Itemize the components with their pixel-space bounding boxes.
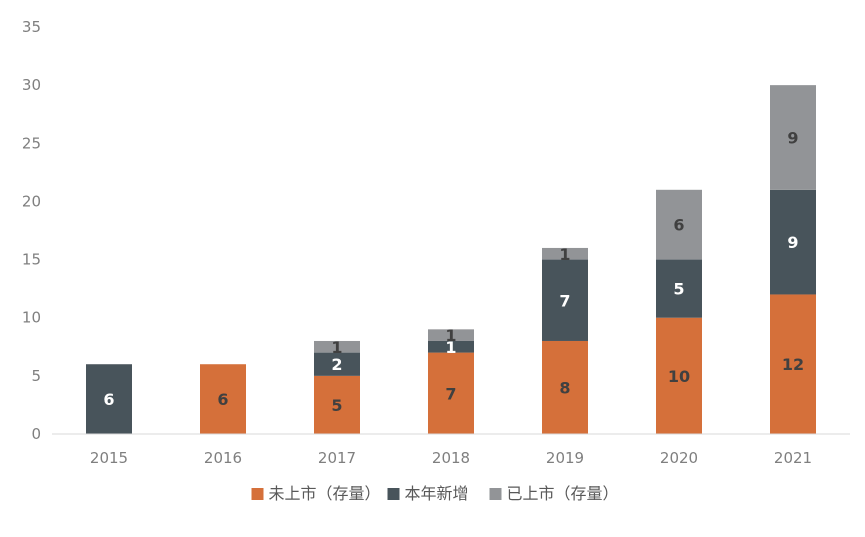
bar-segment: [314, 340, 360, 353]
x-axis-ticks: 2015 2016 2017 2018 2019 2020 2021: [90, 449, 812, 467]
data-label: 1: [331, 338, 342, 357]
bar-segment: [542, 340, 588, 434]
bar-segment: [428, 352, 474, 434]
bar-segment: [656, 189, 702, 260]
bar-segment: [656, 259, 702, 318]
data-label: 6: [217, 390, 228, 409]
bar-segment: [542, 247, 588, 260]
y-tick-label: 10: [22, 309, 41, 327]
data-label: 1: [445, 338, 456, 357]
bar-segment: [770, 294, 816, 434]
bar-segment: [86, 364, 132, 434]
data-label: 5: [673, 280, 684, 299]
data-label: 5: [331, 396, 342, 415]
bar-segment: [656, 317, 702, 434]
y-tick-label: 30: [22, 76, 41, 94]
y-axis-ticks: 0 5 10 15 20 25 30 35: [22, 18, 41, 443]
x-tick-label: 2016: [204, 449, 242, 467]
data-label: 12: [782, 355, 804, 374]
legend-swatch: [387, 488, 400, 500]
data-label: 1: [559, 245, 570, 264]
data-label: 6: [673, 216, 684, 235]
bar-segment: [542, 259, 588, 341]
data-label: 9: [787, 233, 798, 252]
x-tick-label: 2018: [432, 449, 470, 467]
data-label: 10: [668, 367, 690, 386]
bar-segment: [314, 375, 360, 434]
data-label: 9: [787, 128, 798, 147]
x-tick-label: 2020: [660, 449, 698, 467]
bar-segment: [200, 364, 246, 434]
legend-swatch: [489, 488, 502, 500]
data-label: 6: [103, 390, 114, 409]
bars: [86, 85, 816, 434]
x-tick-label: 2015: [90, 449, 128, 467]
y-tick-label: 35: [22, 18, 41, 36]
bar-segment: [314, 352, 360, 376]
legend-label: 已上市（存量）: [507, 484, 619, 503]
data-label: 1: [445, 326, 456, 345]
y-tick-label: 0: [31, 425, 41, 443]
legend-label: 本年新增: [405, 484, 469, 503]
legend-swatch: [251, 488, 264, 500]
x-tick-label: 2019: [546, 449, 584, 467]
y-tick-label: 20: [22, 192, 41, 210]
data-label: 7: [445, 384, 456, 403]
data-label: 2: [331, 355, 342, 374]
x-tick-label: 2021: [774, 449, 812, 467]
bar-segment: [428, 340, 474, 353]
x-tick-label: 2017: [318, 449, 356, 467]
y-tick-label: 15: [22, 251, 41, 269]
legend: 未上市（存量） 本年新增 已上市（存量）: [251, 484, 619, 503]
bar-segment: [428, 329, 474, 341]
data-label: 8: [559, 378, 570, 397]
bar-segment: [770, 85, 816, 190]
y-tick-label: 25: [22, 134, 41, 152]
bar-segment: [770, 189, 816, 295]
y-tick-label: 5: [31, 367, 41, 385]
legend-label: 未上市（存量）: [269, 484, 381, 503]
data-label: 7: [559, 291, 570, 310]
